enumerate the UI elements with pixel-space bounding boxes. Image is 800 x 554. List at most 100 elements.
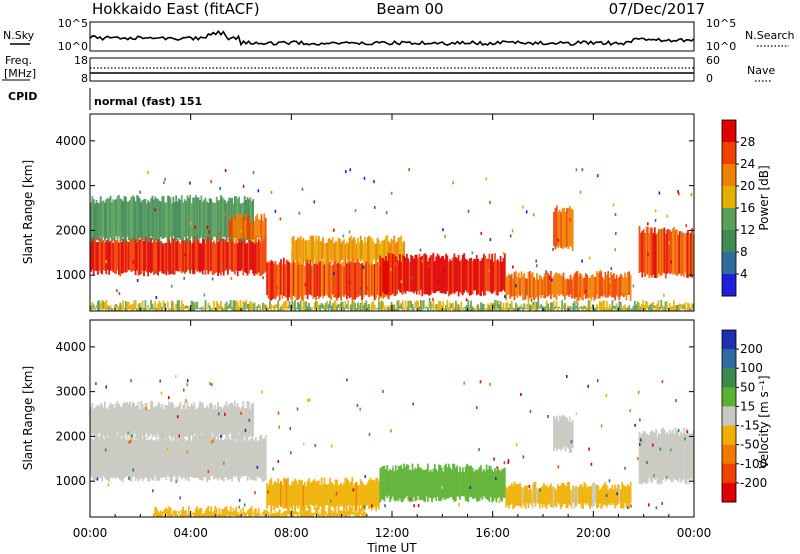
velocity-echo-region <box>553 415 574 453</box>
power-y-axis-label: Slant Range [km] <box>21 160 35 264</box>
velocity-colorbar-tick-label: -50 <box>740 438 760 452</box>
power-colorbar-tick-label: 8 <box>740 245 748 259</box>
power-scatter-echoes <box>105 168 693 305</box>
time-axis: 00:00 04:00 08:00 12:00 16:00 20:00 00:00 <box>73 114 712 540</box>
velocity-echo-region <box>90 400 254 440</box>
velocity-colorbar-segment <box>722 406 736 426</box>
x-tick-label: 12:00 <box>375 526 410 540</box>
velocity-colorbar-segment <box>722 330 736 350</box>
velocity-panel: 1000 2000 3000 4000 Slant Range [km] 200 100… <box>21 319 771 518</box>
power-colorbar-tick-label: 4 <box>740 267 748 281</box>
power-echo-region <box>638 226 695 279</box>
date-title: 07/Dec/2017 <box>609 0 705 18</box>
velocity-colorbar-tick-label: 100 <box>740 361 763 375</box>
velocity-colorbar-segment <box>722 425 736 446</box>
power-colorbar-segment <box>722 186 736 209</box>
velocity-y-tick-label: 3000 <box>55 385 86 399</box>
noise-left-tick-bottom: 10^0 <box>58 40 88 53</box>
x-tick-label: 16:00 <box>475 526 510 540</box>
velocity-y-tick-label: 4000 <box>55 340 86 354</box>
x-tick-label: 04:00 <box>173 526 208 540</box>
power-echo-region <box>505 270 632 301</box>
velocity-colorbar-label: Velocity [m s⁻¹] <box>757 375 771 468</box>
power-colorbar-tick-label: 16 <box>740 201 755 215</box>
velocity-y-axis-label: Slant Range [km] <box>21 366 35 470</box>
velocity-echo-data <box>90 375 695 517</box>
noise-frame <box>89 21 695 52</box>
velocity-colorbar-segment <box>722 463 736 484</box>
velocity-echo-region <box>379 463 506 503</box>
power-panel: 1000 2000 3000 4000 Slant Range [km] 28 24 20… <box>21 113 771 312</box>
power-echo-region <box>90 299 695 311</box>
velocity-y-tick-label: 2000 <box>55 429 86 443</box>
cpid-label: CPID <box>8 90 37 103</box>
x-tick-label: 00:00 <box>677 526 712 540</box>
velocity-colorbar-tick-label: -100 <box>740 457 767 471</box>
power-colorbar-tick-label: 24 <box>740 157 755 171</box>
velocity-scatter-echoes <box>95 375 689 510</box>
power-echo-region <box>379 252 506 297</box>
power-colorbar-tick-label: 28 <box>740 135 755 149</box>
power-echo-region <box>228 213 267 243</box>
freq-left-tick-top: 18 <box>74 54 88 67</box>
noise-panel: N.Sky 10^5 10^0 10^5 10^0 N.Search <box>3 17 795 53</box>
velocity-colorbar-segment <box>722 349 736 369</box>
velocity-colorbar-tick-label: -200 <box>740 476 767 490</box>
x-tick-label: 00:00 <box>73 526 108 540</box>
velocity-colorbar-tick-label: -15 <box>740 419 760 433</box>
x-tick-label: 08:00 <box>274 526 309 540</box>
freq-left-tick-bottom: 8 <box>81 72 88 85</box>
velocity-colorbar-segment <box>722 482 736 503</box>
noise-left-tick-top: 10^5 <box>58 17 88 30</box>
nave-label: Nave <box>747 64 775 77</box>
power-echo-data <box>90 168 695 311</box>
velocity-echo-region <box>152 506 368 517</box>
power-echo-region <box>291 235 405 266</box>
power-y-tick-label: 3000 <box>55 179 86 193</box>
power-colorbar-segment <box>722 208 736 231</box>
power-y-tick-label: 2000 <box>55 223 86 237</box>
velocity-echo-region <box>90 432 267 483</box>
velocity-colorbar-segment <box>722 368 736 388</box>
noise-left-label: N.Sky <box>3 29 35 42</box>
power-colorbar-segment <box>722 252 736 275</box>
freq-label-line2: [MHz] <box>4 67 36 80</box>
power-colorbar-segment <box>722 274 736 297</box>
frequency-panel: Freq. [MHz] 18 8 60 0 Nave <box>2 54 775 85</box>
station-title: Hokkaido East (fitACF) <box>92 0 260 18</box>
power-echo-region <box>553 205 574 251</box>
velocity-colorbar-tick-label: 50 <box>740 380 755 394</box>
frequency-frame <box>89 57 695 82</box>
power-colorbar-segment <box>722 120 736 143</box>
power-echo-region <box>90 234 267 277</box>
power-colorbar-tick-label: 20 <box>740 179 755 193</box>
beam-title: Beam 00 <box>376 0 443 18</box>
power-colorbar-segment <box>722 164 736 187</box>
x-tick-label: 20:00 <box>576 526 611 540</box>
cpid-text: normal (fast) 151 <box>94 95 202 108</box>
velocity-colorbar-segment <box>722 387 736 407</box>
velocity-colorbar-segment <box>722 444 736 465</box>
velocity-echo-region <box>266 477 380 512</box>
freq-right-tick-bottom: 0 <box>706 72 713 85</box>
velocity-echo-region <box>638 427 695 485</box>
velocity-colorbar-tick-label: 200 <box>740 342 763 356</box>
power-colorbar-tick-label: 12 <box>740 223 755 237</box>
freq-label-line1: Freq. <box>5 54 32 67</box>
noise-right-tick-bottom: 10^0 <box>706 40 736 53</box>
velocity-echo-region <box>505 481 632 510</box>
freq-right-tick-top: 60 <box>706 54 720 67</box>
power-y-tick-label: 1000 <box>55 268 86 282</box>
noise-right-label: N.Search <box>745 29 795 42</box>
noise-sky-series <box>89 29 695 47</box>
velocity-y-tick-label: 1000 <box>55 474 86 488</box>
power-y-tick-label: 4000 <box>55 134 86 148</box>
velocity-colorbar-frame <box>721 329 737 503</box>
x-axis-label: Time UT <box>366 541 417 554</box>
noise-right-tick-top: 10^5 <box>706 17 736 30</box>
velocity-colorbar-tick-label: 15 <box>740 399 755 413</box>
power-colorbar-segment <box>722 142 736 165</box>
power-colorbar-segment <box>722 230 736 253</box>
power-colorbar-label: Power [dB] <box>757 165 771 230</box>
